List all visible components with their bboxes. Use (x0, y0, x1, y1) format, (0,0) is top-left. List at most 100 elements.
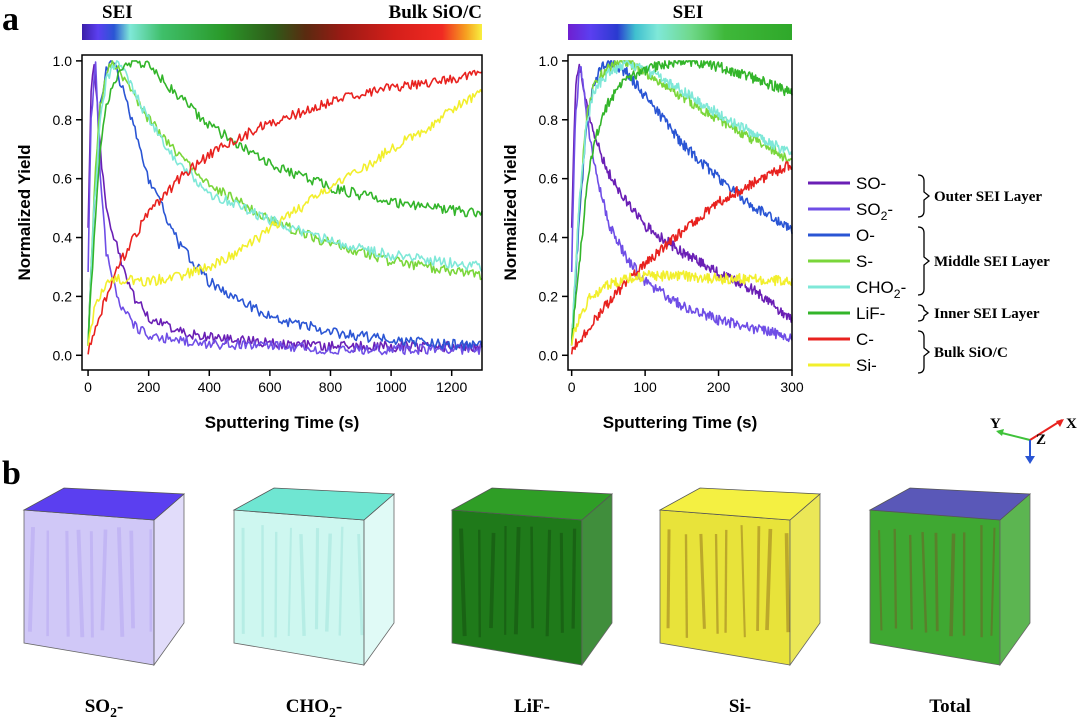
cube-streak (513, 526, 521, 635)
cube-streak (274, 531, 278, 638)
cube-side-face (581, 493, 613, 667)
series-line-c (570, 161, 793, 355)
cube-streak (530, 526, 534, 629)
chart1: 0 200 400 600 800 1000 1200 0.0 0.2 0.4 0.6 0.8 1.0 S… (15, 53, 483, 432)
legend-label: O- (856, 226, 875, 245)
cube-streak (784, 533, 791, 633)
y-tick-label: 0.8 (539, 112, 559, 128)
cube-streak (338, 526, 344, 636)
x-tick-label: 100 (633, 379, 657, 395)
series-line-si (570, 270, 793, 346)
cube-front-face (23, 509, 155, 666)
cube-streak (545, 529, 552, 637)
chart2: 0 100 200 300 0.0 0.2 0.4 0.6 0.8 1.0 Sputtering T… (501, 53, 804, 432)
y-tick-label: 0.0 (539, 347, 559, 363)
x-arrowhead (1056, 419, 1064, 427)
cube-front-face (233, 509, 365, 666)
cube-top-face (658, 487, 822, 521)
legend-label: SO- (856, 174, 886, 193)
cube-streak (116, 527, 125, 637)
series-line-so (570, 63, 793, 323)
legend-brace (917, 226, 931, 296)
cube-streak (324, 533, 332, 632)
series-line-so2 (570, 66, 793, 343)
cube-label: CHO2- (286, 696, 342, 720)
xyz-axes-icon: Y Z X (990, 416, 1077, 464)
legend-group-label: Outer SEI Layer (934, 189, 1042, 205)
series-line-lif (570, 60, 793, 346)
y-tick-label: 0.2 (53, 288, 73, 304)
y-tick-label: 0.6 (539, 171, 559, 187)
series-line-si (87, 88, 483, 346)
cube-label: Si- (729, 696, 751, 717)
y-tick-label: 0.4 (539, 230, 559, 246)
legend-group-label: Middle SEI Layer (934, 254, 1050, 270)
x-axis-arrow (1029, 419, 1063, 441)
y-tick-label: 0.6 (53, 171, 73, 187)
cube-top-face (450, 487, 614, 521)
cube-streak (571, 528, 577, 629)
plot-frame (567, 54, 793, 371)
panel-b-label: b (2, 455, 21, 492)
legend-label: SO2- (856, 200, 893, 223)
legend-brace (917, 174, 931, 218)
series-line-lif (87, 60, 483, 346)
cube-streak (893, 528, 898, 629)
cube-streak (684, 534, 689, 638)
legend-label: Si- (856, 356, 877, 375)
chart1-color-bar (82, 24, 482, 40)
chart2-color-bar (568, 24, 792, 40)
cube-streak (129, 530, 135, 629)
x-tick-label: 300 (780, 379, 804, 395)
cube-streak (478, 529, 481, 638)
cube-side-face (999, 493, 1031, 667)
series-line-so2 (87, 61, 483, 356)
cube-streak (287, 527, 292, 637)
cube-streak (740, 525, 746, 638)
y-tick-label: 1.0 (539, 53, 559, 69)
y-tick-label: 0.8 (53, 112, 73, 128)
x-tick-label: 600 (258, 379, 282, 395)
cube-streak (89, 531, 94, 638)
cube-streak (559, 532, 564, 633)
cube-streak (699, 533, 706, 629)
y-tick-label: 0.0 (53, 347, 73, 363)
cube-so2 (22, 487, 186, 667)
legend: SO- SO2- O- S- CHO2- LiF- C- Si- Outer SEI Layer… (808, 174, 1050, 375)
cube-label: Total (929, 696, 971, 717)
x-tick-label: 400 (198, 379, 222, 395)
cube-streak (909, 534, 913, 630)
y-tick-label: 1.0 (53, 53, 73, 69)
series-line-cho2 (87, 60, 483, 346)
cube-streak (765, 528, 773, 631)
panel-a-label: a (2, 1, 19, 38)
cube-streak (949, 533, 956, 637)
series-line-cho2 (570, 60, 793, 346)
x-tick-label: 200 (707, 379, 731, 395)
cube-side-face (153, 493, 185, 667)
legend-group-label: Inner SEI Layer (934, 306, 1040, 322)
x-axis-label: X (1066, 416, 1077, 432)
cube-streak (714, 533, 719, 634)
cube-streak (489, 532, 496, 629)
cube-streak (756, 526, 761, 631)
y-axis-label: Y (990, 416, 1001, 432)
series-line-s (87, 60, 483, 346)
x-axis-title: Sputtering Time (s) (205, 413, 360, 432)
x-tick-label: 0 (568, 379, 576, 395)
legend-label: CHO2- (856, 278, 906, 301)
chart1-bar-left-label: SEI (102, 2, 133, 23)
z-arrowhead (1025, 456, 1035, 464)
legend-brace (917, 330, 931, 374)
cube-top-face (22, 487, 186, 521)
cube-label: LiF- (514, 696, 550, 717)
cube-streak (314, 528, 320, 630)
cube-streak (459, 528, 467, 637)
cube-streak (357, 533, 364, 636)
cube-top-face (232, 487, 396, 521)
cube-streak (666, 529, 671, 629)
cube-streak (990, 527, 996, 636)
cube-streak (724, 529, 728, 633)
y-axis-title: Normalized Yield (501, 144, 520, 280)
